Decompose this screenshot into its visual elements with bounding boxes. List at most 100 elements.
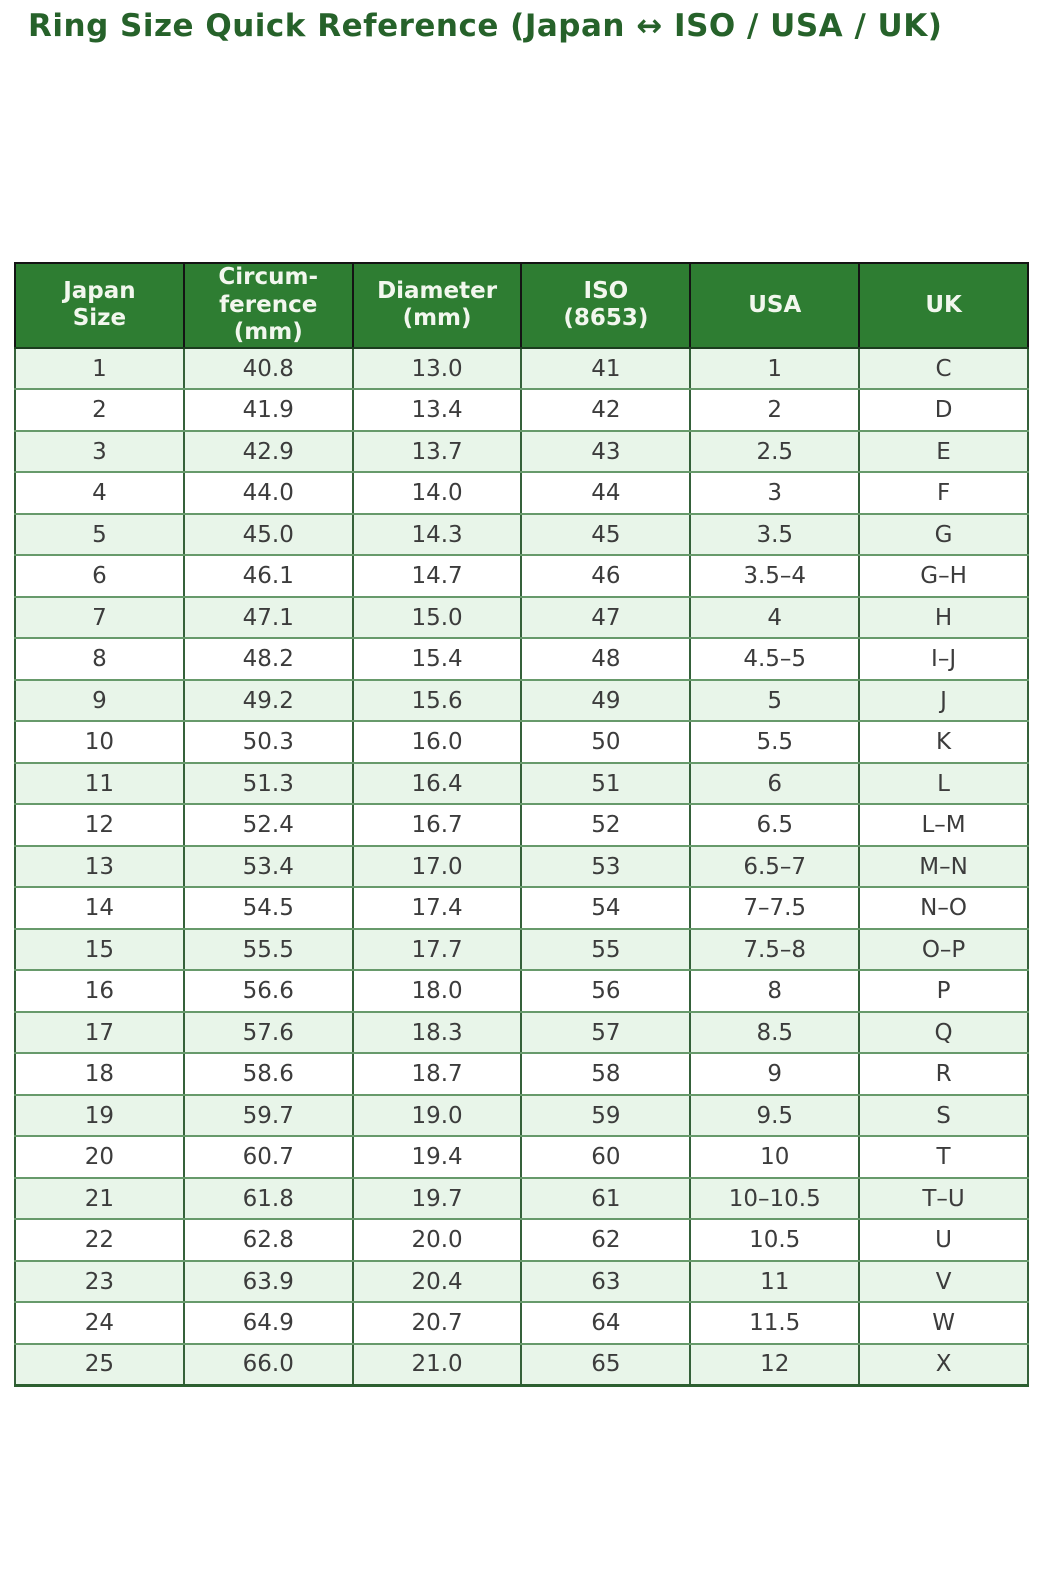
cell-circumference-mm: 45.0 xyxy=(182,512,354,557)
cell-diameter-mm: 17.7 xyxy=(351,927,523,972)
cell-uk: L xyxy=(858,761,1029,806)
cell-usa: 9 xyxy=(689,1052,861,1096)
cell-iso-8653: 50 xyxy=(520,720,692,764)
cell-usa: 5 xyxy=(689,678,861,723)
column-header-uk: UK xyxy=(858,262,1029,349)
column-header-usa: USA xyxy=(689,262,861,349)
cell-uk: G xyxy=(858,512,1029,557)
cell-japan-size: 1 xyxy=(14,346,185,391)
cell-circumference-mm: 52.4 xyxy=(182,803,354,847)
cell-iso-8653: 42 xyxy=(520,388,692,432)
table-row: 24 64.9 20.7 64 11.5 W xyxy=(14,1301,1029,1345)
cell-usa: 9.5 xyxy=(689,1093,861,1138)
table-row: 7 47.1 15.0 47 4 H xyxy=(14,595,1029,640)
table-body: 1 40.8 13.0 41 1 C 2 41.9 13.4 42 2 D 3 42.9 13.7 43 2.5… xyxy=(14,346,1029,1387)
cell-iso-8653: 45 xyxy=(520,512,692,557)
cell-diameter-mm: 20.7 xyxy=(351,1301,523,1345)
column-header-iso-8653: ISO (8653) xyxy=(520,262,692,349)
cell-circumference-mm: 44.0 xyxy=(182,471,354,515)
cell-japan-size: 10 xyxy=(14,720,185,764)
cell-iso-8653: 57 xyxy=(520,1010,692,1055)
cell-japan-size: 20 xyxy=(14,1135,185,1179)
cell-japan-size: 25 xyxy=(14,1342,185,1387)
table-row: 8 48.2 15.4 48 4.5–5 I–J xyxy=(14,637,1029,681)
cell-japan-size: 3 xyxy=(14,429,185,474)
cell-diameter-mm: 14.7 xyxy=(351,554,523,598)
table-row: 20 60.7 19.4 60 10 T xyxy=(14,1135,1029,1179)
cell-usa: 10–10.5 xyxy=(689,1176,861,1221)
cell-iso-8653: 56 xyxy=(520,969,692,1013)
cell-iso-8653: 62 xyxy=(520,1218,692,1262)
cell-circumference-mm: 40.8 xyxy=(182,346,354,391)
cell-usa: 5.5 xyxy=(689,720,861,764)
cell-circumference-mm: 41.9 xyxy=(182,388,354,432)
cell-diameter-mm: 16.0 xyxy=(351,720,523,764)
cell-usa: 7.5–8 xyxy=(689,927,861,972)
cell-diameter-mm: 15.4 xyxy=(351,637,523,681)
cell-japan-size: 21 xyxy=(14,1176,185,1221)
cell-usa: 2 xyxy=(689,388,861,432)
cell-iso-8653: 59 xyxy=(520,1093,692,1138)
table-row: 12 52.4 16.7 52 6.5 L–M xyxy=(14,803,1029,847)
cell-japan-size: 15 xyxy=(14,927,185,972)
cell-japan-size: 8 xyxy=(14,637,185,681)
cell-uk: C xyxy=(858,346,1029,391)
cell-uk: W xyxy=(858,1301,1029,1345)
cell-iso-8653: 46 xyxy=(520,554,692,598)
cell-iso-8653: 58 xyxy=(520,1052,692,1096)
cell-uk: V xyxy=(858,1259,1029,1304)
cell-usa: 10.5 xyxy=(689,1218,861,1262)
column-header-diameter-mm: Diameter (mm) xyxy=(351,262,523,349)
cell-iso-8653: 41 xyxy=(520,346,692,391)
cell-diameter-mm: 16.4 xyxy=(351,761,523,806)
cell-uk: F xyxy=(858,471,1029,515)
table-row: 6 46.1 14.7 46 3.5–4 G–H xyxy=(14,554,1029,598)
cell-usa: 3 xyxy=(689,471,861,515)
cell-usa: 4.5–5 xyxy=(689,637,861,681)
cell-uk: S xyxy=(858,1093,1029,1138)
column-header-japan-size: Japan Size xyxy=(14,262,185,349)
cell-japan-size: 24 xyxy=(14,1301,185,1345)
table-row: 16 56.6 18.0 56 8 P xyxy=(14,969,1029,1013)
cell-uk: M–N xyxy=(858,844,1029,889)
cell-diameter-mm: 13.4 xyxy=(351,388,523,432)
cell-japan-size: 13 xyxy=(14,844,185,889)
cell-japan-size: 23 xyxy=(14,1259,185,1304)
cell-circumference-mm: 63.9 xyxy=(182,1259,354,1304)
ring-size-conversion-table: Japan Size Circum- ference (mm) Diameter (… xyxy=(14,262,1029,1387)
column-header-circumference-mm: Circum- ference (mm) xyxy=(182,262,354,349)
cell-uk: T–U xyxy=(858,1176,1029,1221)
table-header: Japan Size Circum- ference (mm) Diameter (… xyxy=(14,262,1029,349)
cell-japan-size: 16 xyxy=(14,969,185,1013)
cell-diameter-mm: 15.0 xyxy=(351,595,523,640)
page-title: Ring Size Quick Reference (Japan ↔ ISO /… xyxy=(28,8,943,44)
cell-japan-size: 12 xyxy=(14,803,185,847)
cell-diameter-mm: 18.0 xyxy=(351,969,523,1013)
cell-usa: 8.5 xyxy=(689,1010,861,1055)
cell-iso-8653: 60 xyxy=(520,1135,692,1179)
cell-circumference-mm: 61.8 xyxy=(182,1176,354,1221)
table-row: 22 62.8 20.0 62 10.5 U xyxy=(14,1218,1029,1262)
cell-circumference-mm: 42.9 xyxy=(182,429,354,474)
cell-diameter-mm: 18.7 xyxy=(351,1052,523,1096)
cell-diameter-mm: 19.7 xyxy=(351,1176,523,1221)
table-row: 1 40.8 13.0 41 1 C xyxy=(14,346,1029,391)
cell-iso-8653: 48 xyxy=(520,637,692,681)
table-row: 15 55.5 17.7 55 7.5–8 O–P xyxy=(14,927,1029,972)
cell-circumference-mm: 51.3 xyxy=(182,761,354,806)
cell-japan-size: 6 xyxy=(14,554,185,598)
cell-uk: E xyxy=(858,429,1029,474)
cell-japan-size: 2 xyxy=(14,388,185,432)
cell-diameter-mm: 15.6 xyxy=(351,678,523,723)
cell-iso-8653: 61 xyxy=(520,1176,692,1221)
cell-circumference-mm: 46.1 xyxy=(182,554,354,598)
cell-uk: T xyxy=(858,1135,1029,1179)
cell-japan-size: 9 xyxy=(14,678,185,723)
cell-usa: 7–7.5 xyxy=(689,886,861,930)
cell-diameter-mm: 19.4 xyxy=(351,1135,523,1179)
cell-circumference-mm: 60.7 xyxy=(182,1135,354,1179)
cell-circumference-mm: 54.5 xyxy=(182,886,354,930)
cell-usa: 6.5–7 xyxy=(689,844,861,889)
cell-circumference-mm: 48.2 xyxy=(182,637,354,681)
table-row: 14 54.5 17.4 54 7–7.5 N–O xyxy=(14,886,1029,930)
